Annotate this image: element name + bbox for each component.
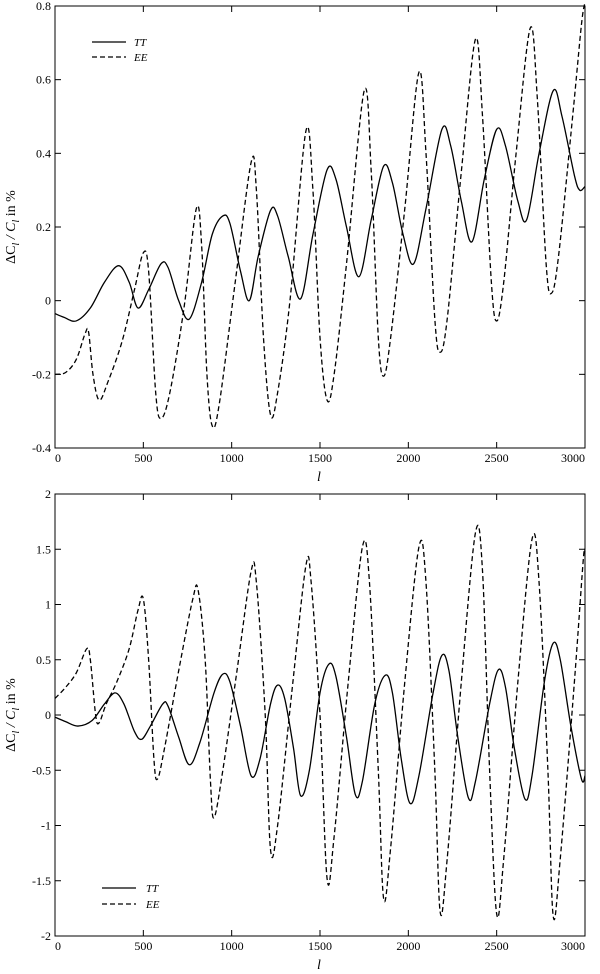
bottom-y-label-part-1: l xyxy=(11,731,22,734)
bottom-y-tick-label-3: -0.5 xyxy=(32,763,51,777)
bottom-y-tick-label-0: -2 xyxy=(41,929,51,943)
top-y-axis-label: ΔCl / Cl in % xyxy=(4,190,22,264)
bottom-y-label-part-3: l xyxy=(11,707,22,710)
top-y-label-part-2: / C xyxy=(4,222,19,243)
bottom-legend: TT EE xyxy=(102,883,160,911)
bottom-legend-tt-label: TT xyxy=(146,883,159,895)
top-x-tick-label-6: 3000 xyxy=(561,451,585,465)
bottom-x-tick-label-6: 3000 xyxy=(561,939,585,953)
top-y-tick-label-4: 0.4 xyxy=(36,146,51,160)
top-y-label-part-1: l xyxy=(11,243,22,246)
bottom-y-tick-label-2: -1 xyxy=(41,819,51,833)
top-series-group xyxy=(54,2,586,429)
bottom-y-label-part-0: ΔC xyxy=(4,734,19,752)
top-y-label-part-4: in % xyxy=(4,190,19,220)
bottom-x-tick-label-0: 0 xyxy=(55,939,61,953)
top-y-tick-label-2: 0 xyxy=(45,294,51,308)
bottom-y-axis-label: ΔCl / Cl in % xyxy=(4,678,22,752)
bottom-axis-ticks: 0 500 1000 1500 2000 2500 3000 -2 -1.5 -1 -0.5 0 0.5… xyxy=(32,487,586,953)
bottom-y-tick-label-5: 0.5 xyxy=(36,653,51,667)
top-y-tick-label-1: -0.2 xyxy=(32,367,51,381)
top-x-tick-label-4: 2000 xyxy=(396,451,420,465)
top-x-tick-label-2: 1000 xyxy=(220,451,244,465)
top-y-tick-label-3: 0.2 xyxy=(36,220,51,234)
bottom-y-tick-label-1: -1.5 xyxy=(32,874,51,888)
top-x-tick-label-0: 0 xyxy=(55,451,61,465)
bottom-y-tick-label-4: 0 xyxy=(45,708,51,722)
bottom-y-tick-label-6: 1 xyxy=(45,598,51,612)
bottom-chart-panel: 0 500 1000 1500 2000 2500 3000 -2 -1.5 -1 -0.5 0 0.5… xyxy=(4,487,586,973)
bottom-plot-frame xyxy=(54,493,586,937)
top-series-tt-line xyxy=(54,88,586,322)
top-y-tick-label-0: -0.4 xyxy=(32,441,51,455)
bottom-x-tick-label-2: 1000 xyxy=(220,939,244,953)
top-y-label-part-3: l xyxy=(11,219,22,222)
top-series-ee-line xyxy=(54,2,586,429)
top-x-tick-label-5: 2500 xyxy=(485,451,509,465)
bottom-legend-ee-label: EE xyxy=(145,899,160,911)
bottom-series-tt-line xyxy=(54,641,586,805)
top-legend: TT EE xyxy=(92,37,148,64)
bottom-x-tick-label-4: 2000 xyxy=(396,939,420,953)
top-y-tick-label-6: 0.8 xyxy=(36,0,51,13)
top-x-tick-label-1: 500 xyxy=(134,451,152,465)
bottom-x-tick-label-5: 2500 xyxy=(485,939,509,953)
top-y-label-part-0: ΔC xyxy=(4,246,19,264)
bottom-y-label-part-2: / C xyxy=(4,710,19,731)
top-x-tick-label-3: 1500 xyxy=(308,451,332,465)
top-x-axis-label: l xyxy=(317,470,321,485)
bottom-x-axis-label: l xyxy=(317,958,321,973)
top-y-tick-label-5: 0.6 xyxy=(36,73,51,87)
bottom-y-tick-label-7: 1.5 xyxy=(36,542,51,556)
top-legend-ee-label: EE xyxy=(133,52,148,64)
top-legend-tt-label: TT xyxy=(134,37,147,49)
top-chart-panel: 0 500 1000 1500 2000 2500 3000 -0.4 -0.2 0 0.2 0.4 0… xyxy=(4,0,586,485)
bottom-series-group xyxy=(54,524,586,921)
bottom-y-tick-label-8: 2 xyxy=(45,487,51,501)
bottom-series-ee-line xyxy=(54,524,586,921)
top-plot-frame xyxy=(54,5,586,449)
top-axis-ticks: 0 500 1000 1500 2000 2500 3000 -0.4 -0.2 0 0.2 0.4 0… xyxy=(32,0,586,465)
bottom-x-tick-label-1: 500 xyxy=(134,939,152,953)
bottom-x-tick-label-3: 1500 xyxy=(308,939,332,953)
bottom-y-label-part-4: in % xyxy=(4,678,19,708)
